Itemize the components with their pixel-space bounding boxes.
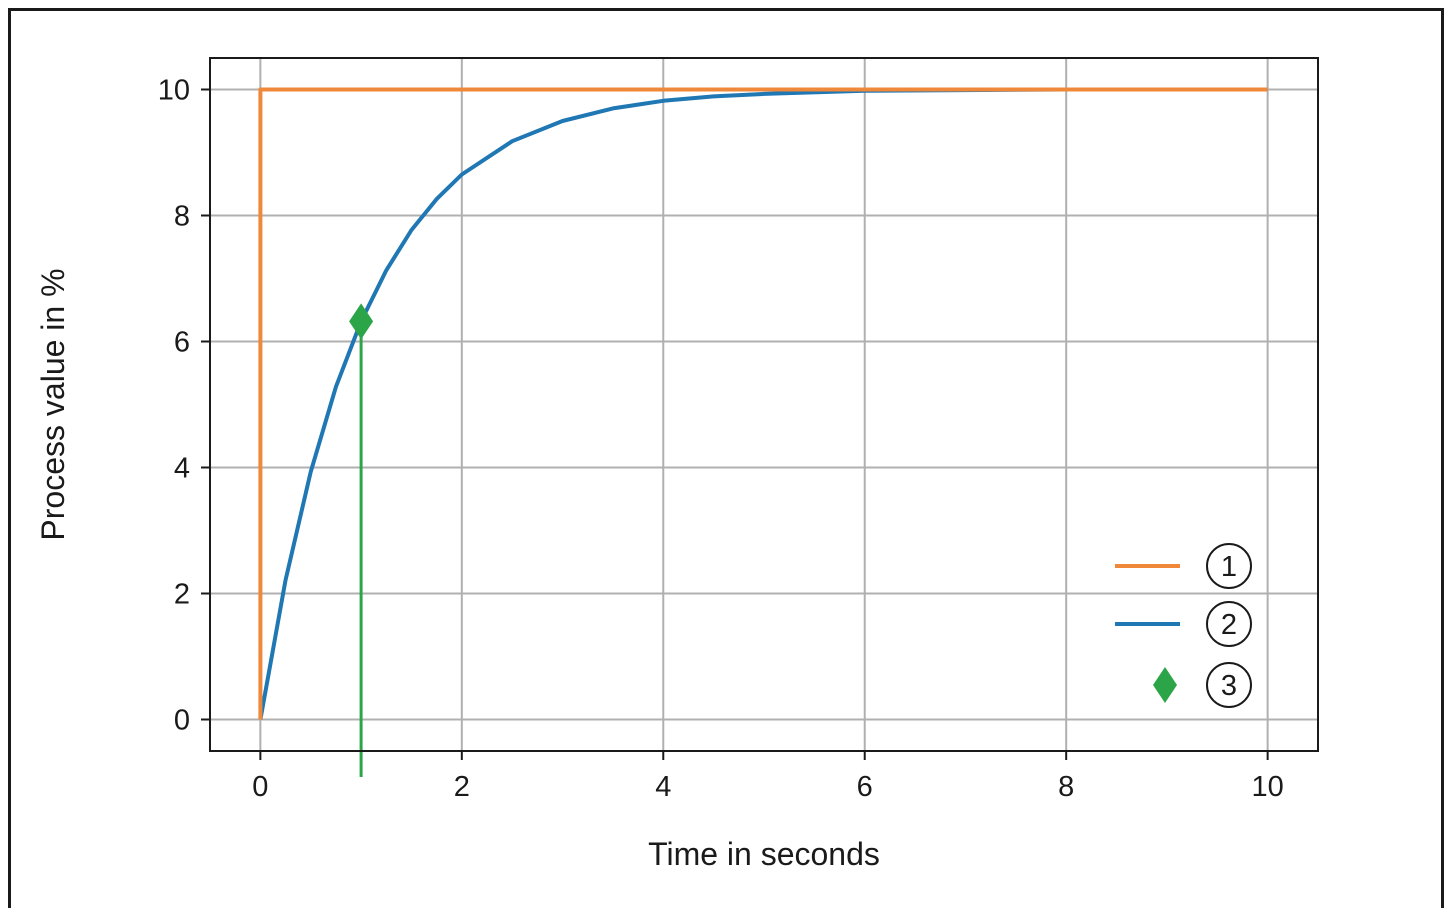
plot-area <box>209 57 1319 752</box>
legend-badge-2 <box>1206 601 1252 647</box>
legend-label-3: 3 <box>1221 670 1237 702</box>
x-axis-title: Time in seconds <box>648 836 880 872</box>
y-tick-label: 4 <box>174 453 190 485</box>
x-tick-label: 0 <box>252 771 268 803</box>
legend-badge-1 <box>1206 543 1252 589</box>
x-tick-label: 8 <box>1058 771 1074 803</box>
x-tick-label: 2 <box>454 771 470 803</box>
chart: 0 2 4 6 8 10 0 2 4 6 8 10 Time in seconds Process v… <box>35 57 1319 872</box>
x-tick-label: 10 <box>1252 771 1284 803</box>
y-axis-title: Process value in % <box>35 268 71 540</box>
series-3-marker <box>349 303 374 340</box>
series-1-line <box>258 87 1268 720</box>
legend-swatch-3 <box>1153 667 1177 703</box>
legend-label-1: 1 <box>1221 551 1237 583</box>
x-tick-label: 6 <box>857 771 873 803</box>
figure-frame <box>8 8 1444 908</box>
grid <box>210 58 1318 751</box>
ticks: 0 2 4 6 8 10 0 2 4 6 8 10 <box>158 75 1284 804</box>
y-tick-label: 10 <box>158 75 190 107</box>
y-tick-label: 6 <box>174 327 190 359</box>
y-tick-label: 2 <box>174 579 190 611</box>
x-tick-label: 4 <box>655 771 671 803</box>
series-layer <box>258 87 1268 777</box>
y-tick-label: 8 <box>174 201 190 233</box>
legend: 1 2 3 <box>1115 543 1252 708</box>
y-tick-label: 0 <box>174 705 190 737</box>
legend-label-2: 2 <box>1221 609 1237 641</box>
legend-badge-3 <box>1206 662 1252 708</box>
